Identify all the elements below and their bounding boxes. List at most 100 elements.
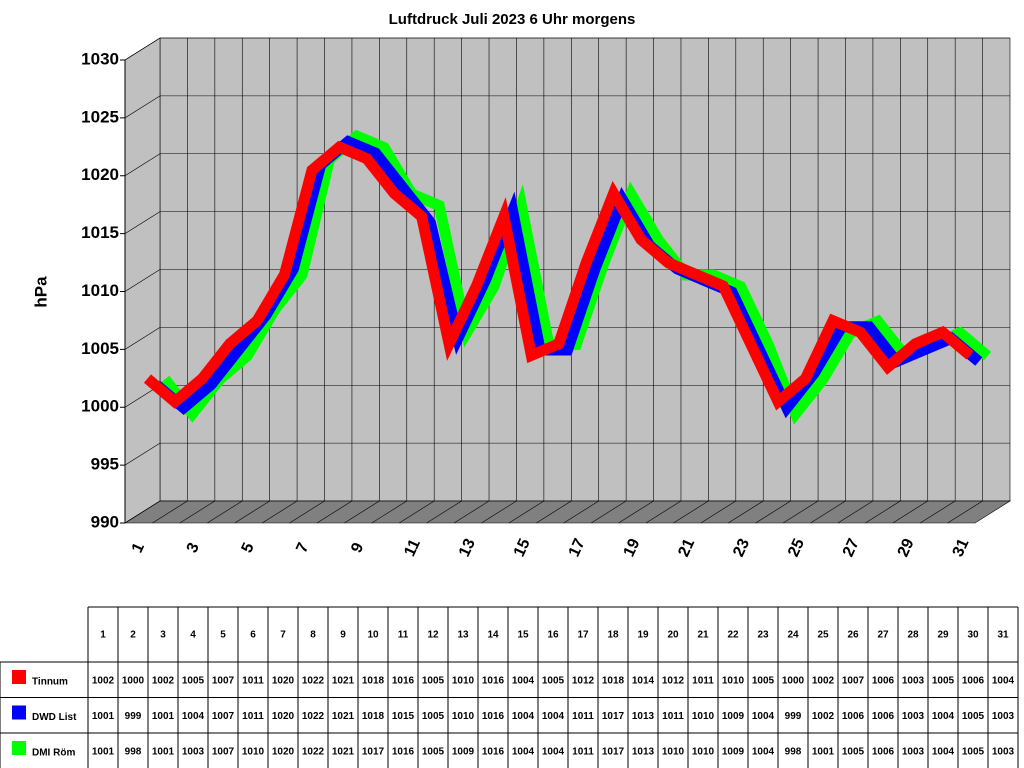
floor-line [782,500,819,524]
y-axis-label: hPa [31,276,50,308]
floor-line [179,500,215,524]
table-cell: 1020 [272,747,295,758]
table-cell: 1003 [902,711,925,722]
table-cell: 1003 [902,676,925,687]
floor-line [234,500,270,524]
table-cell: 1022 [302,711,325,722]
table-cell: 1012 [572,676,595,687]
table-cell: 1010 [692,711,715,722]
table-cell: 1004 [752,747,775,758]
table-cell: 1000 [122,676,145,687]
table-header: 16 [547,630,559,641]
table-header: 26 [847,630,859,641]
table-cell: 1001 [152,711,175,722]
table-header: 8 [310,630,316,641]
table-cell: 1013 [632,747,655,758]
table-cell: 1003 [902,747,925,758]
table-cell: 1007 [212,711,235,722]
table-cell: 1021 [332,747,355,758]
y-tick-label: 1015 [81,223,119,242]
table-cell: 1011 [572,711,594,722]
table-cell: 1006 [872,711,895,722]
table-cell: 1009 [452,747,475,758]
table-header: 2 [130,630,136,641]
table-header: 4 [190,630,196,641]
x-tick-label: 5 [239,540,258,555]
floor-line [700,500,736,524]
table-header: 10 [367,630,379,641]
table-cell: 1005 [542,676,565,687]
y-tick-label: 1030 [81,49,119,68]
table-cell: 1003 [992,747,1015,758]
table-cell: 1003 [182,747,205,758]
table-header: 9 [340,630,346,641]
table-header: 22 [727,630,739,641]
floor-line [892,500,928,524]
table-cell: 1018 [362,676,385,687]
table-cell: 1009 [722,711,745,722]
table-header: 12 [427,630,439,641]
table-cell: 1012 [662,676,685,687]
x-tick-label: 17 [566,536,589,559]
table-cell: 1010 [662,747,685,758]
legend-swatch [12,670,26,684]
table-cell: 1011 [572,747,594,758]
floor-line [590,500,627,524]
table-cell: 1007 [212,747,235,758]
table-cell: 1004 [512,711,535,722]
table-cell: 1022 [302,747,325,758]
table-cell: 1004 [512,747,535,758]
table-header: 28 [907,630,919,641]
x-tick-label: 3 [184,540,203,555]
y-tick-label: 1025 [81,107,119,126]
table-header: 23 [757,630,769,641]
floor-line [399,500,435,524]
table-cell: 1011 [242,711,264,722]
table-header: 17 [577,630,589,641]
floor-line [344,500,380,524]
table-header: 18 [607,630,619,641]
table-cell: 1010 [452,711,475,722]
table-header: 30 [967,630,979,641]
table-cell: 1001 [152,747,175,758]
table-cell: 1004 [992,676,1015,687]
table-cell: 1005 [962,711,985,722]
table-cell: 1005 [182,676,205,687]
grid-line [124,269,161,292]
table-cell: 1016 [482,711,505,722]
table-cell: 999 [785,711,802,722]
table-cell: 1004 [752,711,775,722]
floor-line [453,500,490,524]
floor-line [207,500,243,524]
table-cell: 1002 [152,676,175,687]
table-header: 13 [457,630,469,641]
table-cell: 1018 [362,711,385,722]
table-cell: 998 [785,747,802,758]
grid-line [124,442,161,466]
table-cell: 1010 [452,676,475,687]
legend-swatch [12,741,26,755]
table-cell: 1007 [842,676,865,687]
table-header: 27 [877,630,889,641]
table-cell: 1022 [302,676,325,687]
table-header: 1 [100,630,106,641]
table-cell: 999 [125,711,142,722]
y-tick-label: 1020 [81,165,119,184]
table-cell: 1002 [92,676,115,687]
table-cell: 1017 [362,747,385,758]
table-cell: 1014 [632,676,655,687]
x-tick-label: 23 [730,536,753,559]
floor-line [508,500,545,524]
x-tick-label: 13 [456,536,479,559]
floor-line [371,500,407,524]
grid-line [124,153,161,177]
x-tick-label: 21 [675,536,698,559]
legend-swatch [12,705,26,720]
table-cell: 1006 [872,747,895,758]
floor-line [316,500,353,524]
series-line [143,140,974,411]
table-cell: 1006 [872,676,895,687]
x-tick-label: 29 [895,536,918,559]
